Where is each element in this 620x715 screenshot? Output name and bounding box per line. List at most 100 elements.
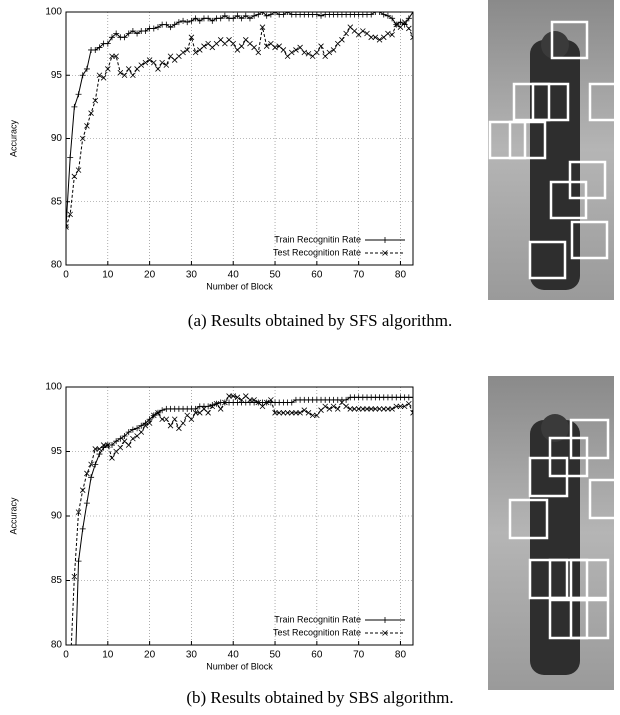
point-marker [372,12,379,15]
y-tick-label: 90 [51,511,63,522]
point-marker [88,461,94,468]
point-marker [159,416,165,423]
point-marker [242,12,249,19]
point-marker [146,416,153,423]
point-marker [92,446,99,452]
point-marker [75,91,82,98]
point-marker [171,21,178,28]
point-marker [67,154,74,161]
point-marker [364,406,370,412]
point-marker [113,53,119,60]
y-tick-label: 85 [51,575,63,586]
point-marker [79,487,86,493]
legend-label: Test Recognition Rate [273,247,361,257]
point-marker [125,30,132,37]
point-marker [330,403,337,410]
point-marker [313,12,320,18]
plot-area [68,393,413,673]
point-marker [301,49,308,56]
point-marker [129,426,136,433]
point-marker [96,72,103,79]
point-marker [68,668,73,673]
point-marker [393,21,400,28]
x-tick-label: 80 [395,270,407,281]
x-tick-label: 50 [269,270,281,281]
point-marker [376,37,383,43]
point-marker [259,24,266,30]
y-axis-label: Accuracy [8,119,18,157]
point-marker [104,40,111,47]
legend-marker [382,630,388,636]
point-marker [318,12,325,19]
point-marker [100,442,107,448]
point-marker [272,410,278,416]
point-marker [92,97,99,104]
point-marker [121,72,128,79]
point-marker [151,412,157,419]
point-marker [113,438,120,445]
point-marker [130,435,136,442]
point-marker [134,425,141,432]
x-tick-label: 70 [353,270,365,281]
point-marker [92,461,99,468]
point-marker [401,19,408,25]
point-marker [108,442,115,449]
point-marker [284,12,291,15]
point-marker [380,406,387,412]
point-marker [389,406,395,412]
legend-label: Train Recognitin Rate [274,614,361,624]
point-marker [351,406,358,412]
point-marker [71,103,78,110]
point-marker [368,12,375,18]
point-marker [180,420,186,426]
point-marker [247,397,253,403]
point-marker [188,416,195,423]
x-tick-label: 70 [353,650,365,661]
point-marker [251,397,257,403]
point-marker [209,17,216,24]
point-marker [406,400,412,407]
point-marker [209,403,216,410]
point-marker [100,74,107,81]
point-marker [410,34,413,41]
point-marker [305,410,312,416]
point-marker [75,167,82,173]
point-marker [406,25,412,32]
caption: (a) Results obtained by SFS algorithm. [188,311,452,330]
point-marker [67,211,73,218]
legend-label: Test Recognition Rate [273,627,361,637]
point-marker [84,470,90,477]
point-marker [334,406,341,412]
y-tick-label: 100 [45,7,62,18]
point-marker [188,17,195,24]
point-marker [255,12,262,18]
point-marker [380,12,387,18]
x-tick-label: 60 [311,650,323,661]
x-tick-label: 20 [144,650,156,661]
point-marker [326,49,333,56]
point-marker [410,394,413,401]
x-tick-label: 30 [186,650,198,661]
x-tick-label: 20 [144,270,156,281]
point-marker [155,410,161,416]
point-marker [272,12,279,15]
series-line [66,21,413,228]
point-marker [84,123,90,129]
point-marker [293,47,299,53]
point-marker [96,451,103,458]
point-marker [389,31,395,38]
point-marker [372,34,379,41]
legend-label: Train Recognitin Rate [274,234,361,244]
point-marker [175,19,182,26]
point-marker [297,44,303,51]
point-marker [142,27,149,34]
y-tick-label: 80 [51,640,63,651]
point-marker [117,69,124,76]
point-marker [268,397,274,403]
point-marker [205,15,212,22]
point-marker [389,15,396,22]
point-marker [180,49,186,56]
point-marker [251,44,257,51]
point-marker [66,224,69,231]
